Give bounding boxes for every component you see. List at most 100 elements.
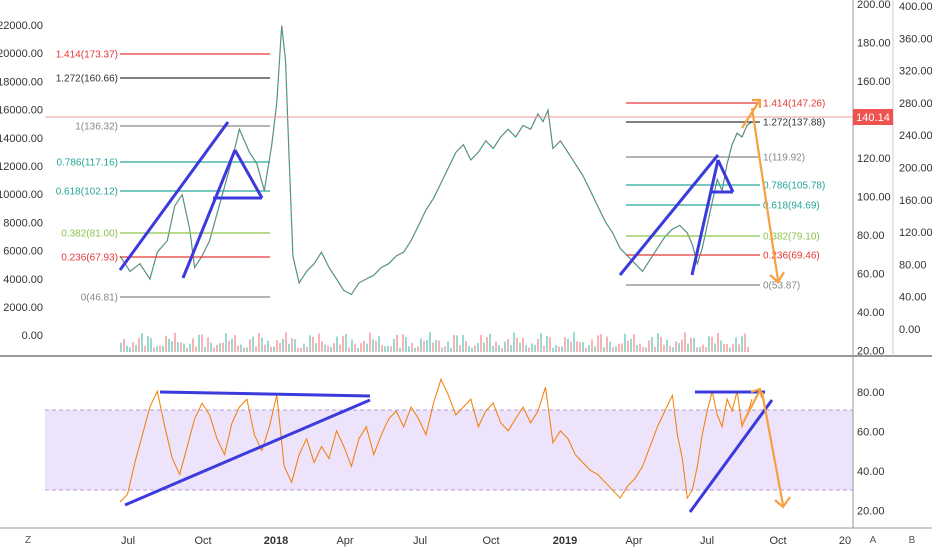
volume-bar [150,338,152,352]
volume-bar [444,346,446,352]
volume-bar [243,347,245,352]
time-axis-label: Jul [121,535,135,547]
projection-arrow-main[interactable] [741,98,785,284]
volume-bar [294,339,296,352]
left-axis-tick: 2000.00 [3,302,43,314]
time-axis-label: Jul [413,535,427,547]
volume-bar [729,347,731,352]
volume-bar [540,333,542,352]
trend-drawings-main[interactable] [118,121,735,279]
last-price-tag [853,109,893,125]
right-price-axis[interactable]: 200.00180.00160.00140.00120.00100.0080.0… [857,0,891,358]
volume-bar [177,341,179,352]
main-pane[interactable] [0,0,853,355]
volume-bar [414,347,416,352]
volume-bar [699,346,701,352]
volume-bar [486,337,488,352]
far-right-price-axis[interactable]: 400.00 360.00 320.00 280.00 240.00 200.00 160.… [899,1,932,336]
volume-bar [261,337,263,352]
volume-bar [342,335,344,352]
volume-bar [300,347,302,352]
volume-bar [510,345,512,352]
volume-bar [549,337,551,352]
fib-level-label: 0.382(81.00) [61,229,118,240]
far-right-axis-tick: 400.00 [899,1,932,13]
volume-bar [642,347,644,352]
trend-drawings-rsi[interactable] [124,390,774,513]
volume-bar [264,344,266,352]
volume-bar [297,347,299,352]
volume-bar [336,336,338,352]
log-scale-button[interactable]: B [909,535,916,546]
fib-level-label: 1(136.32) [75,122,118,133]
volume-bar [495,341,497,352]
volume-bar [315,343,317,352]
volume-bar [720,340,722,352]
volume-bar [147,336,149,352]
left-axis-tick: 6000.00 [3,246,43,258]
volume-bar [708,336,710,352]
far-right-axis-tick: 360.00 [899,33,932,45]
volume-bar [648,340,650,352]
volume-bar [405,337,407,352]
fib-level-label: 1.414(147.26) [763,99,825,110]
volume-bar [621,343,623,352]
fib-level-label: 0(53.87) [763,281,800,292]
far-right-axis-tick: 0.00 [899,324,920,336]
left-axis-tick: 18000.00 [0,76,43,88]
volume-bar [678,343,680,352]
auto-scale-button[interactable]: A [870,535,877,546]
fib-level-label: 1.272(137.88) [763,118,825,129]
volume-bar [633,334,635,352]
volume-bar [711,336,713,352]
timezone-icon[interactable]: Z [25,535,31,546]
volume-bar [348,347,350,352]
volume-bar [138,338,140,352]
fib-level-label: 0(46.81) [81,293,118,304]
time-axis[interactable]: Jul Oct 2018 Apr Jul Oct 2019 Apr Jul Oct 20 [121,535,851,547]
volume-bar [552,347,554,352]
volume-bar [141,333,143,352]
volume-bar [303,343,305,352]
volume-bar [735,337,737,352]
volume-bar [165,336,167,352]
left-price-axis[interactable]: 22000.00 20000.00 18000.00 16000.00 14000.00… [0,20,43,342]
volume-bar [228,340,230,352]
volume-bar [687,343,689,352]
volume-bar [435,340,437,352]
volume-bar [615,346,617,352]
volume-bar [333,343,335,352]
volume-bar [384,346,386,352]
volume-bar [627,340,629,352]
right-axis-tick: 40.00 [857,307,885,319]
volume-bar [291,337,293,352]
volume-bar [477,342,479,352]
rsi-axis[interactable]: 80.00 60.00 40.00 20.00 [857,387,885,518]
volume-bar [456,335,458,352]
volume-bar [438,340,440,352]
volume-bar [504,341,506,352]
fib-retracement-left[interactable]: 1.414(173.37) 1.272(160.66) 1(136.32) 0.786… [56,50,270,304]
right-axis-tick: 160.00 [857,76,891,88]
right-axis-tick: 80.00 [857,230,885,242]
volume-bar [267,340,269,352]
rsi-axis-tick: 20.00 [857,506,885,518]
volume-bar [696,347,698,352]
volume-bar [591,339,593,352]
volume-bar [327,345,329,352]
volume-bar [672,347,674,352]
volume-bar [360,343,362,352]
volume-bar [555,344,557,352]
volume-bar [474,345,476,352]
projection-arrow-rsi[interactable] [741,387,791,509]
volume-bar [237,345,239,352]
volume-bar [186,347,188,352]
volume-bar [684,332,686,352]
volume-bar [564,337,566,352]
volume-bar [546,335,548,352]
volume-bar [534,344,536,352]
volume-bar [174,332,176,352]
far-right-axis-tick: 120.00 [899,227,932,239]
volume-bar [153,347,155,352]
